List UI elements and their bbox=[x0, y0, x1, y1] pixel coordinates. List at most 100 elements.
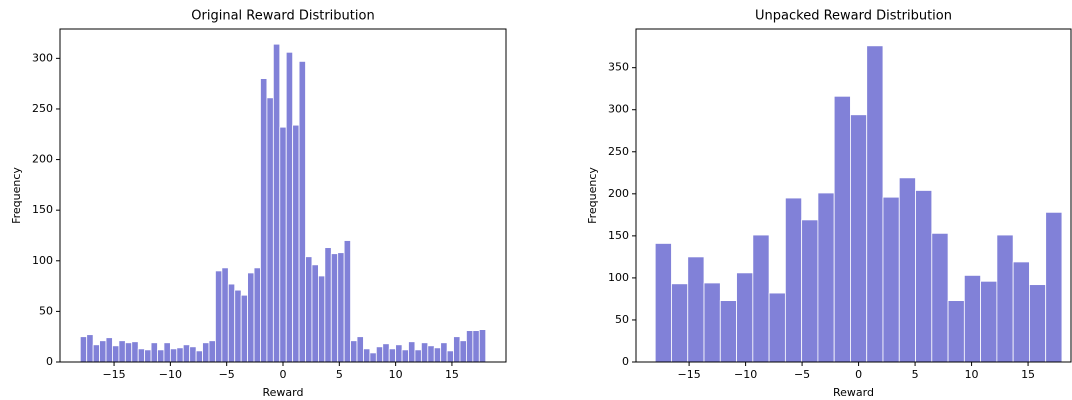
bar bbox=[157, 349, 165, 363]
bar bbox=[92, 344, 100, 363]
x-tick-label: 10 bbox=[389, 368, 403, 381]
bar bbox=[279, 126, 287, 363]
x-tick-label: 5 bbox=[336, 368, 343, 381]
bar bbox=[260, 78, 268, 363]
y-tick-label: 300 bbox=[32, 51, 53, 64]
bar bbox=[356, 336, 364, 363]
bar bbox=[163, 342, 171, 363]
bar bbox=[215, 270, 223, 363]
y-tick-label: 200 bbox=[32, 153, 53, 166]
bar bbox=[1012, 261, 1030, 363]
y-tick-label: 0 bbox=[622, 355, 629, 368]
bar bbox=[195, 350, 203, 363]
y-tick-label: 150 bbox=[608, 229, 629, 242]
bar bbox=[317, 275, 326, 363]
bar bbox=[654, 243, 672, 363]
bar bbox=[305, 256, 313, 363]
x-axis-label: Reward bbox=[263, 386, 304, 399]
x-tick-label: −5 bbox=[219, 368, 235, 381]
y-tick-label: 350 bbox=[608, 61, 629, 74]
bar bbox=[240, 294, 249, 363]
bar bbox=[850, 114, 868, 363]
x-tick-label: −10 bbox=[159, 368, 182, 381]
y-tick-label: 0 bbox=[46, 355, 53, 368]
bar bbox=[801, 219, 819, 363]
bar bbox=[79, 336, 88, 363]
bar bbox=[112, 345, 120, 363]
x-tick-label: 15 bbox=[445, 368, 459, 381]
y-axis-label: Frequency bbox=[586, 167, 599, 224]
x-tick-label: 5 bbox=[912, 368, 919, 381]
bar bbox=[375, 346, 384, 363]
bar bbox=[311, 264, 319, 363]
bar bbox=[272, 43, 281, 363]
y-tick-label: 100 bbox=[608, 271, 629, 284]
x-tick-label: −10 bbox=[734, 368, 757, 381]
bar bbox=[266, 97, 274, 363]
bar bbox=[253, 267, 261, 363]
bar bbox=[752, 234, 770, 363]
x-tick-label: 0 bbox=[280, 368, 287, 381]
bar bbox=[719, 300, 737, 363]
x-tick-label: 15 bbox=[1021, 368, 1035, 381]
bar bbox=[150, 342, 158, 363]
bar bbox=[227, 283, 236, 363]
bar bbox=[980, 280, 998, 363]
bar bbox=[408, 341, 416, 363]
bar bbox=[414, 349, 422, 363]
bar bbox=[137, 348, 146, 363]
bar bbox=[388, 348, 397, 363]
bar bbox=[247, 272, 255, 363]
bar bbox=[324, 247, 332, 363]
y-tick-label: 150 bbox=[32, 203, 53, 216]
x-tick-label: 10 bbox=[965, 368, 979, 381]
bar bbox=[1045, 211, 1063, 363]
bar bbox=[882, 196, 900, 363]
bar bbox=[947, 300, 965, 363]
bar bbox=[169, 348, 178, 363]
bar bbox=[208, 340, 216, 363]
bar bbox=[350, 340, 358, 363]
y-tick-label: 200 bbox=[608, 187, 629, 200]
bar bbox=[420, 342, 429, 363]
bar bbox=[176, 347, 184, 363]
chart-title: Original Reward Distribution bbox=[191, 9, 374, 24]
bar bbox=[99, 340, 107, 363]
bar bbox=[768, 292, 786, 363]
bar bbox=[292, 124, 300, 363]
bar bbox=[687, 256, 705, 363]
bar bbox=[915, 190, 933, 363]
bar bbox=[963, 274, 982, 363]
bar bbox=[343, 240, 351, 363]
x-axis-label: Reward bbox=[833, 386, 874, 399]
y-tick-label: 50 bbox=[615, 313, 629, 326]
bar bbox=[395, 344, 403, 363]
bar bbox=[86, 334, 94, 363]
bar bbox=[182, 344, 191, 363]
bar bbox=[466, 330, 474, 363]
x-tick-label: −15 bbox=[102, 368, 125, 381]
bar bbox=[131, 341, 139, 363]
y-tick-label: 50 bbox=[39, 304, 53, 317]
axes-frame bbox=[635, 28, 1072, 363]
bar bbox=[234, 289, 242, 363]
bar bbox=[105, 337, 113, 363]
bar bbox=[472, 330, 480, 363]
bar bbox=[446, 350, 454, 363]
bar bbox=[931, 232, 949, 363]
bar bbox=[118, 340, 126, 363]
y-tick-label: 300 bbox=[608, 103, 629, 116]
y-axis-label: Frequency bbox=[10, 167, 23, 224]
bar bbox=[369, 352, 377, 363]
bar bbox=[382, 343, 390, 363]
bar bbox=[453, 336, 461, 363]
bar bbox=[427, 345, 435, 363]
bar bbox=[898, 177, 916, 363]
bar bbox=[337, 252, 345, 363]
y-tick-label: 250 bbox=[32, 102, 53, 115]
y-tick-label: 250 bbox=[608, 145, 629, 158]
bar bbox=[363, 348, 371, 363]
bar bbox=[144, 349, 152, 363]
bar bbox=[671, 283, 689, 363]
